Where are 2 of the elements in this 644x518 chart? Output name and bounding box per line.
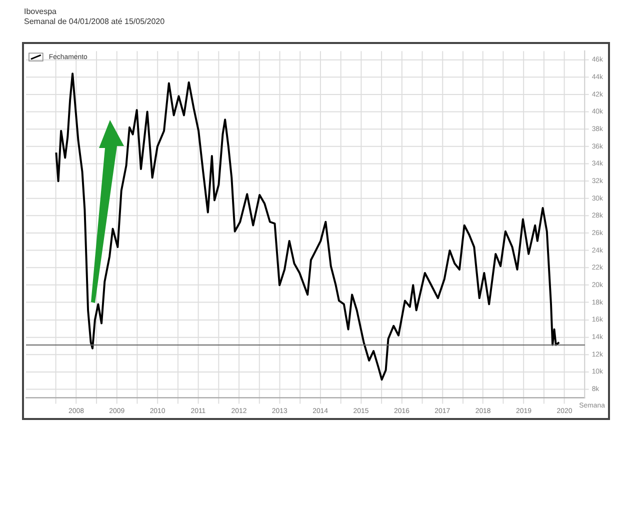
chart-subtitle: Semanal de 04/01/2008 até 15/05/2020 (24, 17, 165, 26)
chart-title: Ibovespa (24, 7, 56, 16)
